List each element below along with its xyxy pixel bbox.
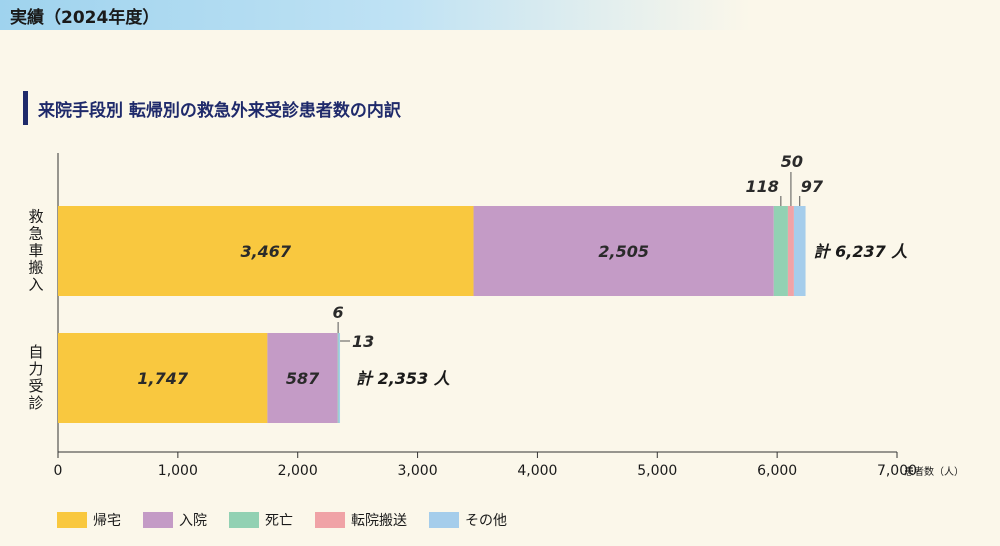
bar-segment	[58, 333, 268, 423]
legend-swatch	[143, 512, 173, 528]
data-label: 118	[745, 177, 778, 196]
legend-label: 転院搬送	[351, 513, 407, 529]
category-label: 自力受診	[28, 343, 43, 412]
bar-segment	[338, 333, 341, 423]
bar-segment	[58, 206, 474, 296]
bar-segment	[773, 206, 788, 296]
total-label: 計 6,237 人	[814, 242, 909, 261]
legend-item: その他	[429, 510, 507, 530]
section-title: 来院手段別 転帰別の救急外来受診患者数の内訳	[38, 101, 401, 121]
chart-legend: 帰宅 入院 死亡 転院搬送 その他	[57, 510, 507, 530]
legend-label: 帰宅	[93, 513, 121, 529]
total-label: 計 2,353 人	[356, 369, 451, 388]
category-label: 救急車搬入	[28, 208, 43, 294]
bar-segment	[473, 206, 774, 296]
x-tick-label: 1,000	[158, 463, 198, 479]
section-accent-bar	[23, 91, 28, 125]
data-label: 3,467	[240, 242, 291, 261]
legend-swatch	[57, 512, 87, 528]
x-axis-label: 患者数（人）	[904, 465, 964, 478]
legend-item: 転院搬送	[315, 510, 407, 530]
x-tick-label: 7,000	[877, 463, 917, 479]
x-tick-label: 0	[54, 463, 63, 479]
legend-swatch	[229, 512, 259, 528]
legend-swatch	[315, 512, 345, 528]
header-title: 実績（2024年度）	[10, 8, 160, 28]
x-tick-label: 6,000	[757, 463, 797, 479]
bar-segment	[787, 206, 794, 296]
data-label: 50	[781, 152, 803, 171]
header-band	[0, 0, 1000, 30]
x-tick-label: 4,000	[517, 463, 557, 479]
legend-label: 入院	[179, 513, 207, 529]
legend-label: その他	[465, 513, 507, 529]
data-label: 2,505	[598, 242, 649, 261]
data-label: 13	[352, 332, 374, 351]
data-label: 587	[286, 369, 320, 388]
data-label: 6	[333, 303, 344, 322]
data-label: 1,747	[137, 369, 188, 388]
legend-label: 死亡	[265, 513, 293, 529]
legend-item: 帰宅	[57, 510, 121, 530]
bar-segment	[793, 206, 806, 296]
bar-segment	[337, 333, 339, 423]
data-label: 97	[801, 177, 824, 196]
x-tick-label: 5,000	[637, 463, 677, 479]
bar-segment	[267, 333, 338, 423]
x-tick-label: 3,000	[398, 463, 438, 479]
legend-item: 入院	[143, 510, 207, 530]
legend-swatch	[429, 512, 459, 528]
x-tick-label: 2,000	[278, 463, 318, 479]
legend-item: 死亡	[229, 510, 293, 530]
